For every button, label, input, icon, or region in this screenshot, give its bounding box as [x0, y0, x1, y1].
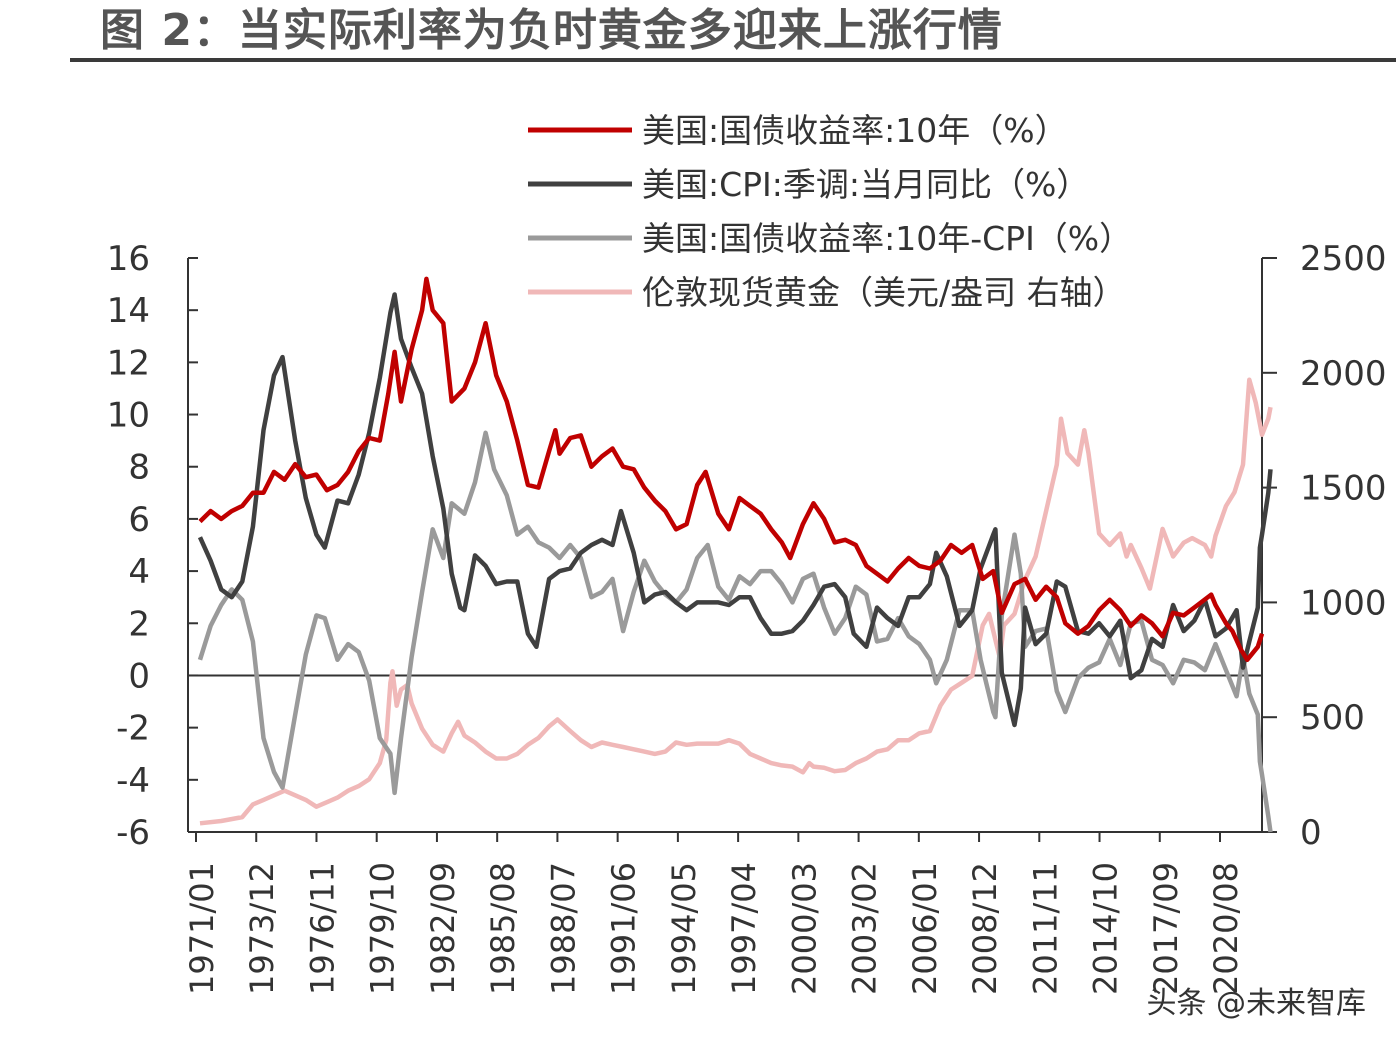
x-axis-tick-label: 2008/12 [966, 862, 1004, 995]
x-axis-tick-label: 2003/02 [846, 862, 884, 995]
right-axis-tick-label: 1000 [1300, 583, 1387, 623]
series-line-1 [197, 292, 1273, 728]
x-axis-tick-label: 1973/12 [243, 862, 281, 995]
left-axis-tick-label: 10 [107, 396, 150, 436]
left-axis-tick-label: -4 [116, 761, 150, 801]
left-axis-tick-label: 14 [107, 291, 150, 331]
x-axis-tick-label: 2017/09 [1147, 862, 1185, 995]
x-axis-tick-label: 1988/07 [544, 862, 582, 995]
series-line-2 [197, 430, 1273, 833]
left-axis-tick-label: -6 [116, 813, 150, 853]
left-axis-tick-label: 16 [107, 239, 150, 279]
left-axis-tick-label: 6 [128, 500, 150, 540]
legend-label: 美国:国债收益率:10年-CPI（%） [642, 219, 1132, 258]
right-axis-tick-label: 500 [1300, 698, 1365, 738]
left-axis-tick-label: 12 [107, 343, 150, 383]
x-axis-tick-label: 2006/01 [906, 862, 944, 995]
x-axis-tick-label: 2020/08 [1207, 862, 1245, 995]
axes: 16 14 12 10 8 6 4 2 0 -2 -4 -6 2500 2000 1500 1000 500 0 1… [107, 239, 1387, 995]
left-axis-tick-label: 8 [128, 448, 150, 488]
right-axis-tick-label: 2500 [1300, 239, 1387, 279]
title-divider [70, 58, 1396, 62]
legend-label: 美国:国债收益率:10年（%） [642, 111, 1068, 150]
x-axis-tick-label: 2014/10 [1087, 862, 1125, 995]
series-layer [197, 276, 1273, 833]
x-axis-tick-label: 1994/05 [665, 862, 703, 995]
watermark: 头条 @未来智库 [1146, 986, 1366, 1021]
left-axis-tick-label: -2 [116, 709, 150, 749]
x-axis-tick-label: 1971/01 [183, 862, 221, 995]
x-axis-tick-label: 1976/11 [303, 862, 341, 995]
x-axis-tick-label: 1991/06 [605, 862, 643, 995]
series-line-3 [199, 377, 1273, 826]
right-axis-tick-label: 1500 [1300, 469, 1387, 509]
x-axis-tick-label: 1979/10 [364, 862, 402, 995]
series-line-0 [198, 276, 1265, 663]
right-axis-tick-label: 0 [1300, 813, 1322, 853]
x-axis-tick-label: 2011/11 [1026, 862, 1064, 995]
right-axis-tick-label: 2000 [1300, 354, 1387, 394]
chart-title: 图 2：当实际利率为负时黄金多迎来上涨行情 [100, 5, 1003, 56]
legend-label: 美国:CPI:季调:当月同比（%） [642, 165, 1089, 204]
legend: 美国:国债收益率:10年（%） 美国:CPI:季调:当月同比（%） 美国:国债收益率… [528, 111, 1132, 312]
left-axis-tick-label: 4 [128, 552, 150, 592]
left-axis-tick-label: 0 [128, 656, 150, 696]
x-axis-tick-label: 1982/09 [424, 862, 462, 995]
x-axis-tick-label: 1997/04 [725, 862, 763, 995]
x-axis-tick-label: 2000/03 [785, 862, 823, 995]
x-axis-tick-label: 1985/08 [484, 862, 522, 995]
legend-label: 伦敦现货黄金（美元/盎司 右轴） [642, 273, 1126, 312]
left-axis-tick-label: 2 [128, 604, 150, 644]
